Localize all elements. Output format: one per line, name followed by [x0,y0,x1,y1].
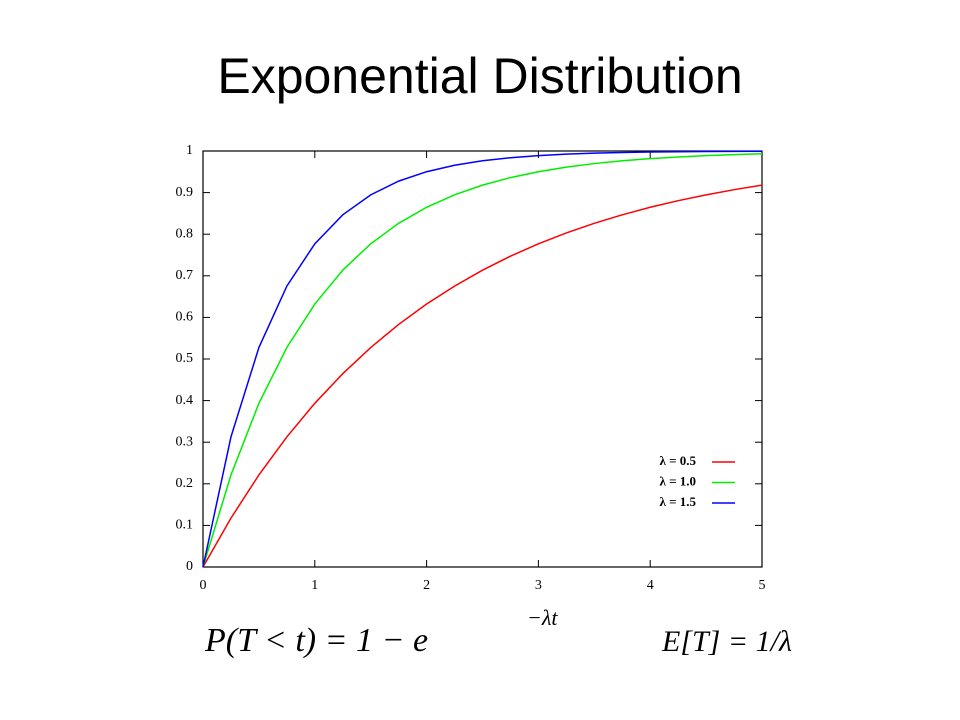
y-tick-label: 0.8 [176,226,194,241]
x-tick-label: 5 [759,578,766,593]
y-tick-label: 0.5 [176,351,194,366]
y-tick-label: 0.1 [176,518,194,533]
x-tick-label: 1 [311,578,318,593]
y-tick-label: 0.2 [176,476,194,491]
x-tick-label: 3 [535,578,542,593]
series-line [202,184,763,568]
legend-label: λ = 1.5 [659,494,696,509]
x-tick-label: 4 [647,578,654,593]
legend-label: λ = 1.0 [659,473,696,488]
y-tick-label: 0.6 [176,310,194,325]
series-line [202,150,763,568]
y-tick-label: 1 [186,143,193,158]
series-line [202,153,763,568]
x-tick-label: 0 [200,578,207,593]
y-tick-label: 0.3 [176,434,194,449]
y-tick-label: 0.9 [176,185,194,200]
formula-exponent: −λt [527,605,558,630]
y-tick-label: 0.7 [176,268,194,283]
legend-label: λ = 0.5 [659,453,696,468]
x-tick-label: 2 [423,578,430,593]
y-tick-label: 0.4 [176,393,194,408]
formula-cdf: P(T < t) = 1 − e [204,622,428,659]
slide-title: Exponential Distribution [217,48,742,104]
formula-mean: E[T] = 1/λ [661,625,792,658]
y-tick-label: 0 [186,559,193,574]
